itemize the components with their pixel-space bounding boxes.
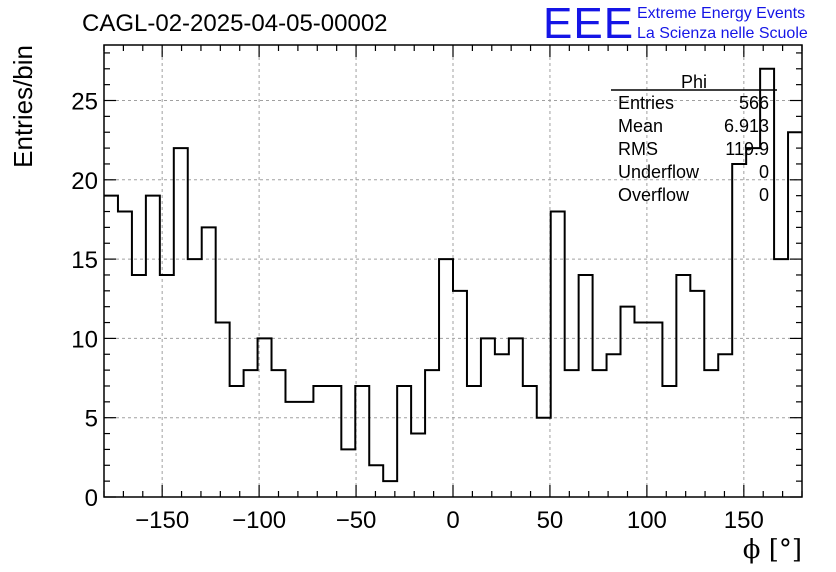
histogram-bin <box>676 275 690 497</box>
x-tick-label: 0 <box>446 507 459 534</box>
histogram-bin <box>258 338 272 497</box>
stats-row-label: Underflow <box>618 162 700 182</box>
brand-line-1: Extreme Energy Events <box>637 5 806 22</box>
histogram-bin <box>327 386 341 497</box>
histogram-bin <box>453 291 467 497</box>
histogram-bin <box>202 227 216 497</box>
y-tick-label: 15 <box>71 247 98 274</box>
histogram-bin <box>341 449 355 497</box>
histogram-bin <box>313 386 327 497</box>
histogram-bin <box>397 386 411 497</box>
stats-row-value: 0 <box>759 185 769 205</box>
histogram-bin <box>467 386 481 497</box>
histogram-bin <box>285 402 299 497</box>
histogram-bin <box>104 196 118 497</box>
x-tick-label: −150 <box>135 507 189 534</box>
histogram-bin <box>648 323 662 497</box>
histogram-bin <box>216 323 230 497</box>
histogram-bin <box>607 354 621 497</box>
histogram-bin <box>621 307 635 497</box>
histogram-bin <box>718 354 732 497</box>
histogram-bin <box>188 259 202 497</box>
y-axis-label: Entries/bin <box>8 45 38 168</box>
histogram-bin <box>662 386 676 497</box>
brand-text: Extreme Energy Events La Scienza nelle S… <box>637 4 808 44</box>
eee-logo: EEE <box>543 0 635 48</box>
histogram-bin <box>788 132 802 497</box>
x-tick-label: −100 <box>232 507 286 534</box>
histogram-bin <box>593 370 607 497</box>
chart-title: CAGL-02-2025-04-05-00002 <box>82 10 388 37</box>
histogram-bin <box>774 259 788 497</box>
histogram-bin <box>355 386 369 497</box>
histogram-bin <box>118 212 132 497</box>
stats-row-label: RMS <box>618 139 658 159</box>
stats-box: Phi Entries 566 Mean 6.913 RMS 119.9 Underflow 0… <box>611 72 777 205</box>
x-tick-label: 150 <box>724 507 764 534</box>
histogram-bin <box>425 370 439 497</box>
stats-row-label: Entries <box>618 93 674 113</box>
histogram-bin <box>495 354 509 497</box>
brand-line-2: La Scienza nelle Scuole <box>637 25 808 42</box>
histogram-outline <box>104 67 802 483</box>
histogram-bin <box>634 323 648 497</box>
histogram-bin <box>537 418 551 497</box>
x-axis-label: ϕ [°] <box>743 535 802 565</box>
x-tick-label: 100 <box>627 507 667 534</box>
histogram-bin <box>174 148 188 497</box>
histogram-bin <box>146 196 160 497</box>
histogram-bin <box>439 259 453 497</box>
histogram-bin <box>132 275 146 497</box>
y-tick-label: 20 <box>71 168 98 195</box>
histogram-bin <box>272 370 286 497</box>
y-tick-label: 5 <box>85 406 98 433</box>
y-tick-label: 25 <box>71 89 98 116</box>
stats-row-value: 0 <box>759 162 769 182</box>
stats-row-value: 6.913 <box>724 116 769 136</box>
stats-row-value: 566 <box>739 93 769 113</box>
histogram-bin <box>690 291 704 497</box>
histogram-bin <box>704 370 718 497</box>
x-tick-label: 50 <box>537 507 564 534</box>
histogram-bin <box>551 212 565 497</box>
y-tick-label: 0 <box>85 485 98 512</box>
histogram-bin <box>230 386 244 497</box>
x-tick-label: −50 <box>336 507 377 534</box>
histogram-bin <box>299 402 313 497</box>
histogram-bin <box>523 386 537 497</box>
histogram-bin <box>244 370 258 497</box>
y-tick-label: 10 <box>71 326 98 353</box>
stats-row-label: Overflow <box>618 185 690 205</box>
histogram-bin <box>565 370 579 497</box>
histogram-bin <box>579 275 593 497</box>
histogram-bin <box>411 434 425 497</box>
histogram-bin <box>160 275 174 497</box>
stats-row-value: 119.9 <box>725 139 769 159</box>
stats-row-label: Mean <box>618 116 663 136</box>
histogram-bin <box>369 465 383 497</box>
stats-box-title: Phi <box>681 72 707 92</box>
